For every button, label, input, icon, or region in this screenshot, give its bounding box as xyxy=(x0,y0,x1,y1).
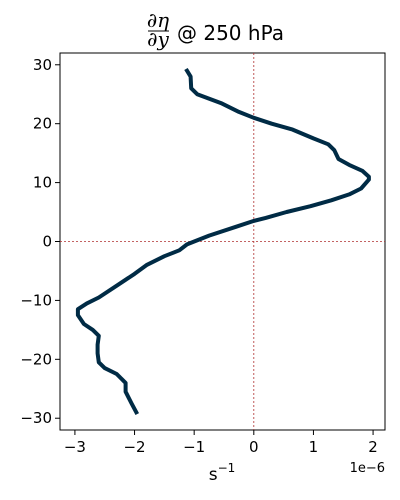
y-tick-label: 10 xyxy=(33,174,52,192)
x-tick-label: −2 xyxy=(123,438,145,456)
y-tick-label: −30 xyxy=(20,409,52,427)
x-axis-label: s−1 xyxy=(209,461,236,485)
x-axis-offset-label: 1e−6 xyxy=(350,461,385,476)
title-suffix: @ 250 hPa xyxy=(177,21,284,45)
x-tick-label: −3 xyxy=(64,438,86,456)
x-axis-label-exponent: −1 xyxy=(218,461,236,475)
series-line-0 xyxy=(75,67,371,416)
y-tick-label: 20 xyxy=(33,115,52,133)
x-axis-label-base: s xyxy=(209,465,218,485)
x-tick-label: 1 xyxy=(309,438,319,456)
x-tick-label: −1 xyxy=(183,438,205,456)
chart-title: ∂η ∂y @ 250 hPa xyxy=(147,8,284,51)
title-fraction-numerator: ∂η xyxy=(147,8,169,32)
x-tick-label: 2 xyxy=(368,438,378,456)
y-axis-ticks: −30 −20 −10 0 10 20 30 xyxy=(20,56,60,427)
y-tick-label: −20 xyxy=(20,350,52,368)
x-axis-ticks: −3 −2 −1 0 1 2 xyxy=(64,430,378,456)
y-tick-label: −10 xyxy=(20,291,52,309)
series-layer xyxy=(75,67,371,416)
y-tick-label: 0 xyxy=(42,233,52,251)
y-tick-label: 30 xyxy=(33,56,52,74)
title-fraction-denominator: ∂y xyxy=(147,27,169,51)
x-tick-label: 0 xyxy=(249,438,259,456)
